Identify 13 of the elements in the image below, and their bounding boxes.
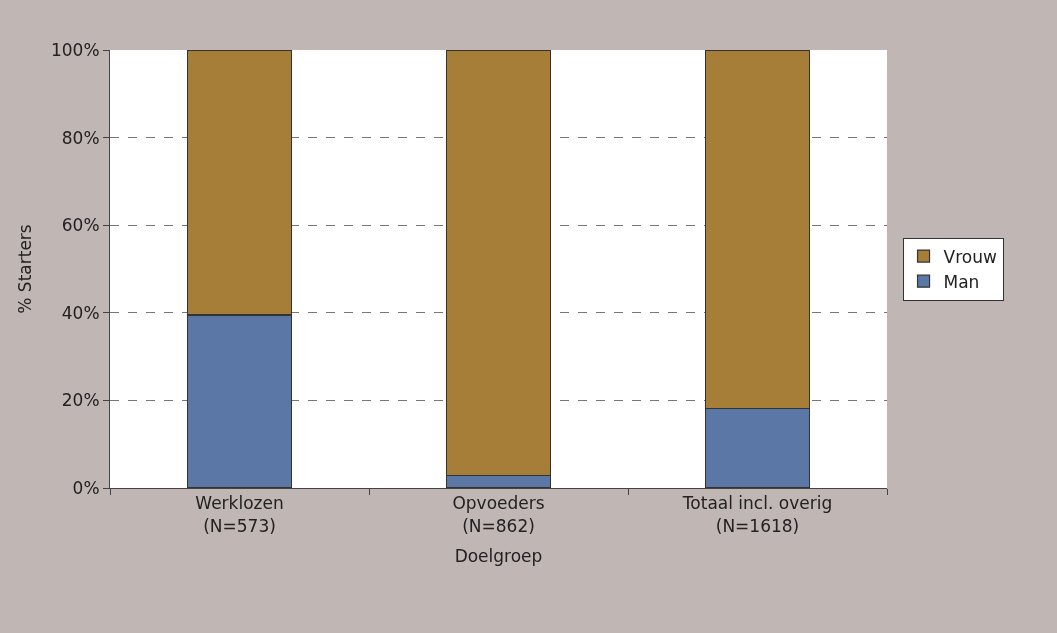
y-tick-label: 0% — [72, 477, 100, 498]
x-axis-title: Doelgroep — [454, 545, 543, 566]
y-axis-title: % Starters — [14, 224, 35, 314]
y-tick-label: 100% — [50, 39, 100, 60]
y-tick-label: 60% — [61, 215, 100, 236]
y-tick-label: 20% — [61, 390, 100, 411]
x-tick-label: Opvoeders (N=862) — [452, 493, 545, 536]
legend-label: Man — [943, 271, 980, 292]
y-tick-label: 80% — [61, 127, 100, 148]
x-tick-label: Werklozen (N=573) — [195, 493, 284, 536]
y-tick-label: 40% — [61, 302, 100, 323]
x-tick-label: Totaal incl. overig (N=1618) — [681, 493, 833, 536]
legend-label: Vrouw — [943, 246, 997, 267]
